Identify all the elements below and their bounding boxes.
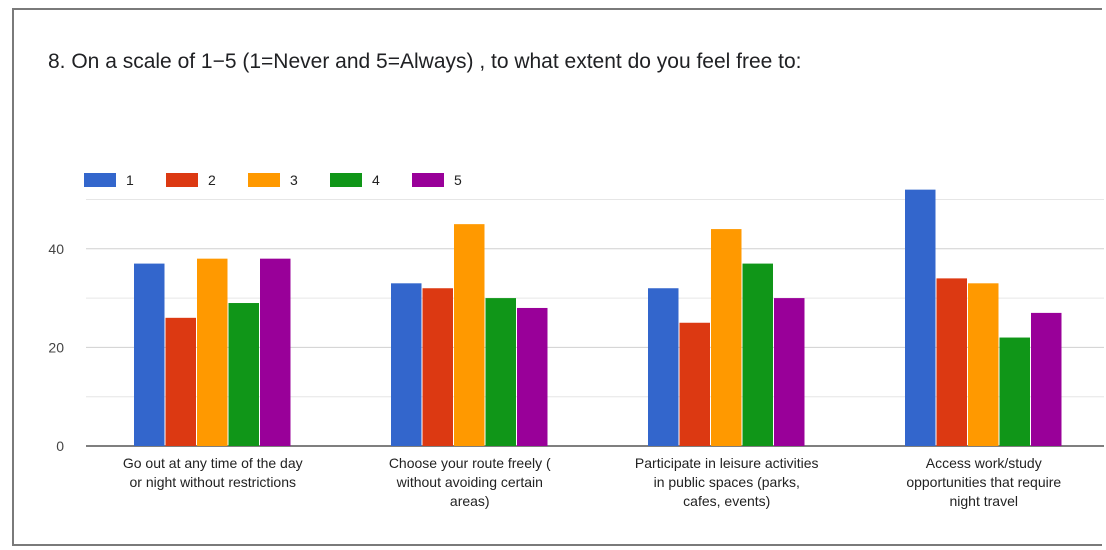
bar-series-2[interactable] xyxy=(936,278,968,446)
bar-series-5[interactable] xyxy=(774,298,805,446)
legend: 1 2 3 4 5 xyxy=(84,172,462,188)
bar-series-5[interactable] xyxy=(517,307,548,446)
bar-series-1[interactable] xyxy=(391,283,422,446)
y-tick-label: 20 xyxy=(48,339,64,355)
bar-series-3[interactable] xyxy=(454,224,485,446)
bar-series-2[interactable] xyxy=(165,317,197,446)
legend-label: 5 xyxy=(454,172,462,188)
legend-label: 3 xyxy=(290,172,298,188)
bars xyxy=(134,189,1062,446)
x-category-label: Access work/study opportunities that requ… xyxy=(906,455,1061,509)
legend-label: 1 xyxy=(126,172,134,188)
bar-series-4[interactable] xyxy=(485,298,517,446)
legend-label: 4 xyxy=(372,172,380,188)
legend-swatch-4 xyxy=(330,173,362,187)
bar-series-4[interactable] xyxy=(742,263,774,446)
legend-label: 2 xyxy=(208,172,216,188)
y-tick-label: 40 xyxy=(48,241,64,257)
bar-series-1[interactable] xyxy=(905,189,936,446)
y-axis-ticks: 0 20 40 xyxy=(48,241,64,454)
x-category-label: Participate in leisure activities in publ… xyxy=(635,455,819,509)
bar-series-4[interactable] xyxy=(228,303,260,446)
bar-series-5[interactable] xyxy=(1031,312,1062,446)
legend-swatch-1 xyxy=(84,173,116,187)
bar-series-4[interactable] xyxy=(999,337,1031,446)
bar-series-2[interactable] xyxy=(679,322,711,446)
x-axis-labels: Go out at any time of the day or night wi… xyxy=(123,455,1062,509)
bar-series-5[interactable] xyxy=(260,258,291,446)
x-category-label: Go out at any time of the day or night wi… xyxy=(123,455,303,490)
legend-swatch-3 xyxy=(248,173,280,187)
bar-series-3[interactable] xyxy=(968,283,999,446)
legend-swatch-2 xyxy=(166,173,198,187)
bar-series-1[interactable] xyxy=(648,288,679,446)
bar-series-3[interactable] xyxy=(197,258,228,446)
bar-series-2[interactable] xyxy=(422,288,454,446)
bar-series-3[interactable] xyxy=(711,229,742,446)
legend-swatch-5 xyxy=(412,173,444,187)
y-tick-label: 0 xyxy=(56,438,64,454)
x-category-label: Choose your route freely (without avoidi… xyxy=(389,455,551,509)
chart-title: 8. On a scale of 1−5 (1=Never and 5=Alwa… xyxy=(48,50,802,73)
bar-series-1[interactable] xyxy=(134,263,165,446)
